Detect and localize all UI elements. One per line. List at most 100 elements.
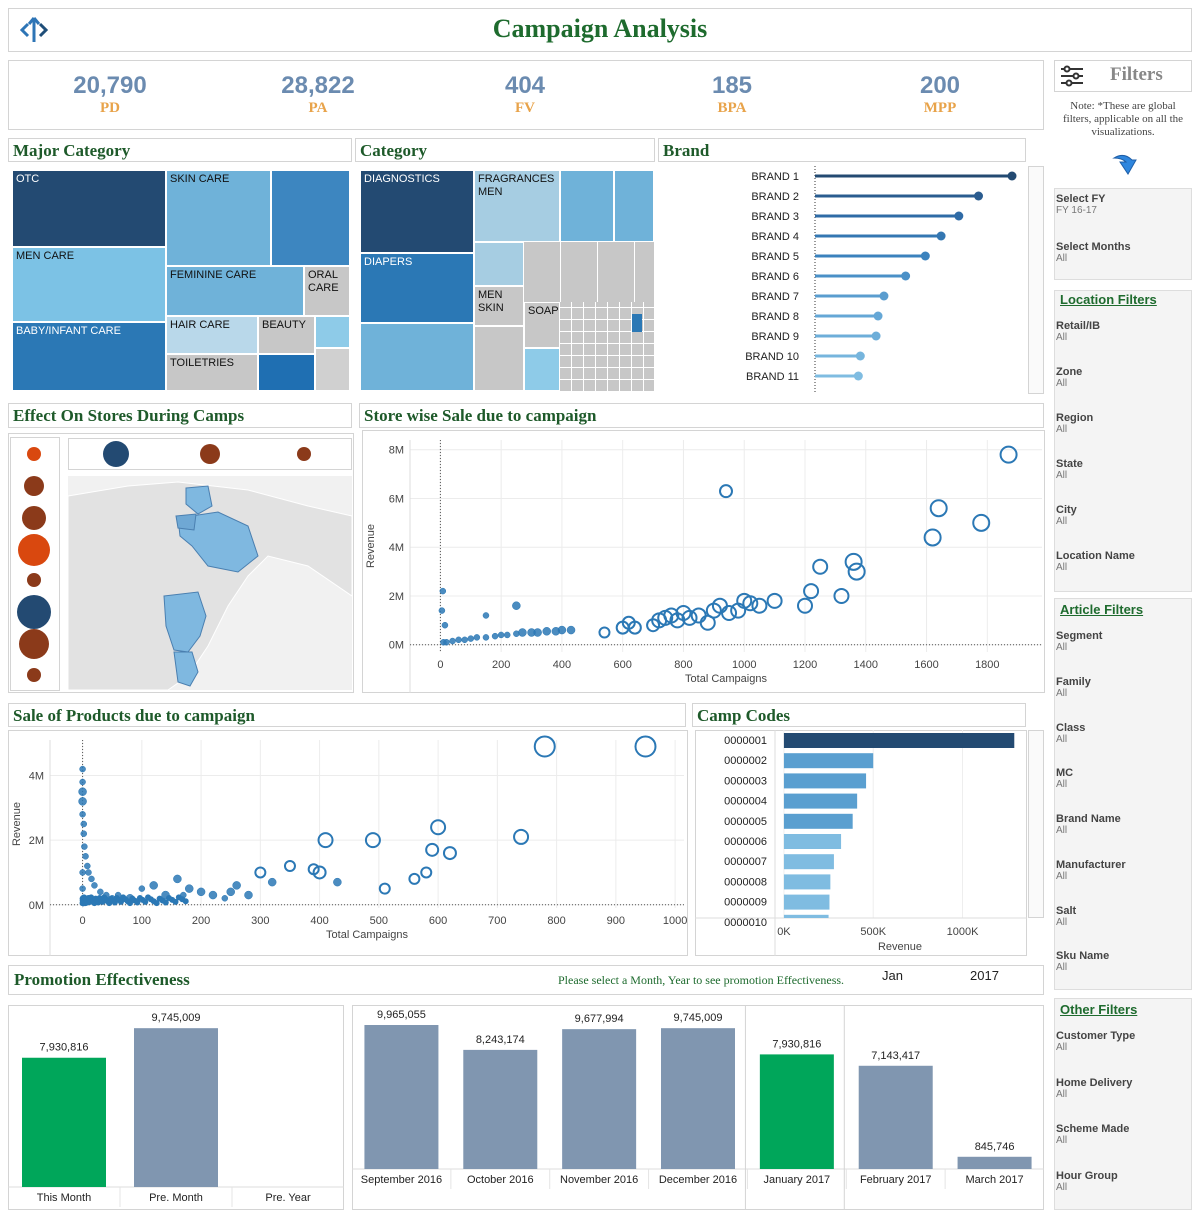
filter-hour-group[interactable]: Hour Group All <box>1056 1170 1118 1193</box>
treemap-cell-cat-2[interactable] <box>560 170 614 242</box>
treemap-cell-cat-6[interactable] <box>474 326 524 391</box>
x-tick-label: 500 <box>370 915 388 927</box>
filter-class[interactable]: Class All <box>1056 722 1086 745</box>
treemap-cell-cat-7[interactable] <box>524 348 560 391</box>
treemap-cell-otc[interactable]: OTC <box>12 170 166 247</box>
x-tick-label: 1200 <box>793 659 817 671</box>
promo-bar <box>661 1028 735 1169</box>
filter-sku-name[interactable]: Sku Name All <box>1056 950 1110 973</box>
scatter-point <box>542 627 551 636</box>
treemap-cell-cat-3[interactable] <box>614 170 654 242</box>
brand-scrollbar[interactable] <box>1028 166 1044 394</box>
promotion-year-select[interactable]: 2017 <box>970 968 999 983</box>
store-size-legend <box>17 447 51 682</box>
map-top-legend-bubbles <box>103 441 311 467</box>
promotion-month-select[interactable]: Jan <box>882 968 903 983</box>
scatter-point <box>742 595 759 612</box>
filter-zone[interactable]: Zone All <box>1056 366 1083 389</box>
filter-retail-ib[interactable]: Retail/IB All <box>1056 320 1101 343</box>
treemap-cell-small-c[interactable] <box>315 348 350 391</box>
scatter-point <box>803 583 820 600</box>
x-tick-label: 1400 <box>854 659 878 671</box>
treemap-cell-diapers[interactable]: DIAPERS <box>360 253 474 323</box>
treemap-cell-men-skin[interactable]: MEN SKIN <box>474 286 524 326</box>
filter-family[interactable]: Family All <box>1056 676 1091 699</box>
india-map[interactable] <box>68 476 352 690</box>
treemap-cell-skin-care-2[interactable] <box>271 170 350 266</box>
arrows-logo-icon[interactable] <box>19 16 52 44</box>
scatter-point <box>408 872 421 885</box>
scatter-point <box>84 862 91 870</box>
treemap-cell-toiletries[interactable]: TOILETRIES <box>166 354 258 391</box>
scatter-point <box>79 869 86 876</box>
y-tick-label: 2M <box>29 835 44 847</box>
map-region-neighbors <box>68 481 352 690</box>
treemap-cell-hair-care[interactable]: HAIR CARE <box>166 316 258 354</box>
brand-dot <box>954 211 964 221</box>
brand-dot <box>936 231 946 241</box>
filter-salt[interactable]: Salt All <box>1056 905 1077 928</box>
treemap-cell-small-a[interactable] <box>315 316 350 348</box>
filter-scheme-made[interactable]: Scheme Made All <box>1056 1123 1130 1146</box>
treemap-cell-baby-infant-care[interactable]: BABY/INFANT CARE <box>12 322 166 391</box>
treemap-cell-cat-4[interactable] <box>360 323 474 391</box>
scatter-point <box>79 885 86 892</box>
treemap-cell-beauty[interactable]: BEAUTY <box>258 316 315 354</box>
scatter-point <box>138 885 146 892</box>
treemap-cell-soap[interactable]: SOAP <box>524 302 560 348</box>
promo-compare-bar-chart[interactable]: 7,930,816 This Month 9,745,009 Pre. Month Pr… <box>8 1005 344 1210</box>
treemap-accent-cell[interactable] <box>632 314 642 332</box>
camp-codes-bar-chart[interactable]: 0K 500K 1000K Revenue 0000001 0000002 0000003 0… <box>695 730 1027 956</box>
scatter-point <box>85 869 92 876</box>
filter-manufacturer[interactable]: Manufacturer All <box>1056 859 1126 882</box>
other-filters-title: Other Filters <box>1060 1002 1138 1017</box>
filter-segment[interactable]: Segment All <box>1056 630 1103 653</box>
treemap-cell-small-b[interactable] <box>258 354 315 391</box>
treemap-cell-feminine-care[interactable]: FEMININE CARE <box>166 266 304 316</box>
promotion-header-bar <box>8 965 1044 995</box>
x-tick-label: 100 <box>133 915 151 927</box>
brand-dot <box>974 191 984 201</box>
scatter-point <box>184 884 194 893</box>
major-category-treemap[interactable]: OTC SKIN CARE MEN CARE FEMININE CARE ORA… <box>12 170 350 391</box>
scatter-point <box>378 882 391 895</box>
filter-city[interactable]: City All <box>1056 504 1077 527</box>
category-treemap[interactable]: DIAGNOSTICS FRAGRANCES MEN DIAPERS MEN S… <box>360 170 654 391</box>
product-sale-scatter[interactable]: 0M 2M 4M 0 100 200 300 400 500 600 700 800 900 1000 To… <box>8 730 688 956</box>
scatter-point <box>497 631 505 639</box>
filter-customer-type[interactable]: Customer Type All <box>1056 1030 1136 1053</box>
treemap-small-cells[interactable] <box>524 242 654 302</box>
brand-label: BRAND 4 <box>751 231 799 243</box>
scatter-point <box>923 528 942 547</box>
camp-codes-scrollbar[interactable] <box>1028 730 1044 918</box>
treemap-cell-fragrances-men[interactable]: FRAGRANCES MEN <box>474 170 560 242</box>
scatter-point <box>425 842 440 857</box>
treemap-cell-oral-care[interactable]: ORAL CARE <box>304 266 350 316</box>
sliders-icon[interactable] <box>1060 64 1084 88</box>
filter-state[interactable]: State All <box>1056 458 1083 481</box>
filter-mc[interactable]: MC All <box>1056 767 1074 790</box>
camp-code-bar <box>783 914 829 918</box>
months-filter[interactable]: Select Months All <box>1056 241 1131 264</box>
treemap-cell-cat-5[interactable] <box>474 242 524 286</box>
scatter-point <box>503 631 511 639</box>
store-sale-scatter[interactable]: 0M 2M 4M 6M 8M 0 200 400 600 800 1000 1200 1400 1600 1… <box>362 430 1045 693</box>
scatter-point <box>312 865 327 880</box>
promo-monthly-bar-chart[interactable]: 9,965,055 September 2016 8,243,174 October … <box>352 1005 1044 1210</box>
treemap-cell-diagnostics[interactable]: DIAGNOSTICS <box>360 170 474 253</box>
filter-home-delivery[interactable]: Home Delivery All <box>1056 1077 1133 1100</box>
fy-filter[interactable]: Select FY FY 16-17 <box>1056 193 1106 216</box>
scatter-point <box>126 900 133 907</box>
treemap-cell-men-care[interactable]: MEN CARE <box>12 247 166 322</box>
filter-brand-name[interactable]: Brand Name All <box>1056 813 1121 836</box>
treemap-cell-skin-care[interactable]: SKIN CARE <box>166 170 271 266</box>
x-tick-label: 700 <box>488 915 506 927</box>
filter-location-name[interactable]: Location Name All <box>1056 550 1135 573</box>
camp-code-bar <box>783 793 858 809</box>
filter-region[interactable]: Region All <box>1056 412 1094 435</box>
scatter-point <box>929 499 948 518</box>
kpi-bpa: 185 BPA <box>711 72 753 116</box>
legend-bubble <box>19 629 49 659</box>
promo-bar <box>134 1028 218 1187</box>
brand-label: BRAND 8 <box>751 311 799 323</box>
